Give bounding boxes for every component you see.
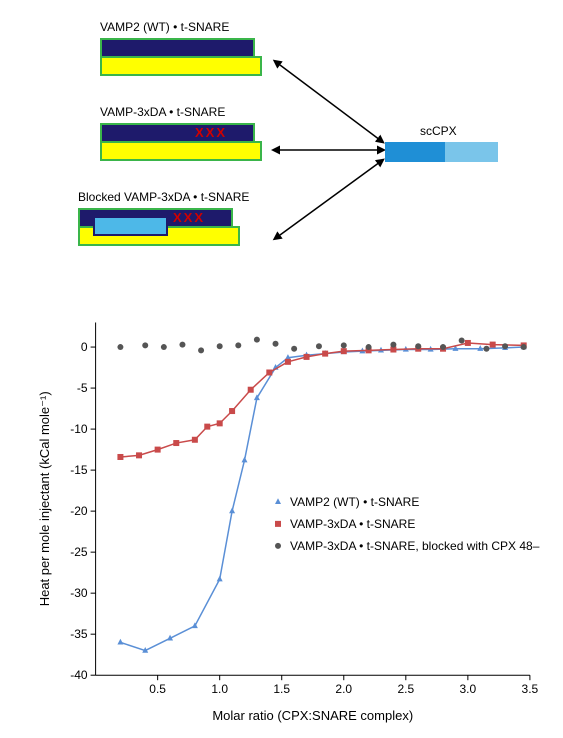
- svg-text:Molar ratio (CPX:SNARE complex: Molar ratio (CPX:SNARE complex): [212, 708, 413, 723]
- svg-text:-5: -5: [77, 381, 88, 395]
- svg-text:-35: -35: [70, 627, 88, 641]
- construct-bars: [100, 38, 262, 76]
- svg-text:2.0: 2.0: [335, 682, 352, 696]
- svg-text:-15: -15: [70, 463, 88, 477]
- svg-text:VAMP-3xDA • t-SNARE, blocked w: VAMP-3xDA • t-SNARE, blocked with CPX 48…: [290, 539, 540, 553]
- construct-bars: XXX: [100, 123, 262, 161]
- svg-text:0: 0: [81, 340, 88, 354]
- construct-label: Blocked VAMP-3xDA • t-SNARE: [78, 190, 249, 204]
- svg-text:1.5: 1.5: [273, 682, 290, 696]
- svg-text:1.0: 1.0: [211, 682, 228, 696]
- svg-text:-25: -25: [70, 545, 88, 559]
- svg-text:VAMP-3xDA • t-SNARE: VAMP-3xDA • t-SNARE: [290, 517, 415, 531]
- svg-text:VAMP2 (WT) • t-SNARE: VAMP2 (WT) • t-SNARE: [290, 495, 419, 509]
- diagram-area: VAMP2 (WT) • t-SNARE VAMP-3xDA • t-SNARE X…: [0, 10, 563, 290]
- blocking-fragment: [93, 216, 168, 236]
- svg-text:-10: -10: [70, 422, 88, 436]
- svg-text:3.5: 3.5: [522, 682, 539, 696]
- svg-text:-40: -40: [70, 668, 88, 682]
- construct-label: VAMP2 (WT) • t-SNARE: [100, 20, 229, 34]
- svg-text:2.5: 2.5: [397, 682, 414, 696]
- svg-text:Heat per mole injectant (kCal: Heat per mole injectant (kCal mole⁻¹): [37, 391, 52, 606]
- sccpx-bar: [385, 142, 498, 162]
- chart-area: 0.5 1.0 1.5 2.0 2.5 3.0 3.5 0 -5 -10 -15 -20 -25 -30 -…: [35, 310, 540, 725]
- svg-text:3.0: 3.0: [460, 682, 477, 696]
- svg-text:-20: -20: [70, 504, 88, 518]
- sccpx-label: scCPX: [420, 124, 457, 138]
- construct-label: VAMP-3xDA • t-SNARE: [100, 105, 225, 119]
- mutation-marker: XXX: [173, 210, 205, 225]
- chart-svg: 0.5 1.0 1.5 2.0 2.5 3.0 3.5 0 -5 -10 -15 -20 -25 -30 -…: [35, 310, 540, 725]
- mutation-marker: XXX: [195, 125, 227, 140]
- svg-text:0.5: 0.5: [149, 682, 166, 696]
- svg-text:-30: -30: [70, 586, 88, 600]
- construct-bars: XXX: [78, 208, 240, 246]
